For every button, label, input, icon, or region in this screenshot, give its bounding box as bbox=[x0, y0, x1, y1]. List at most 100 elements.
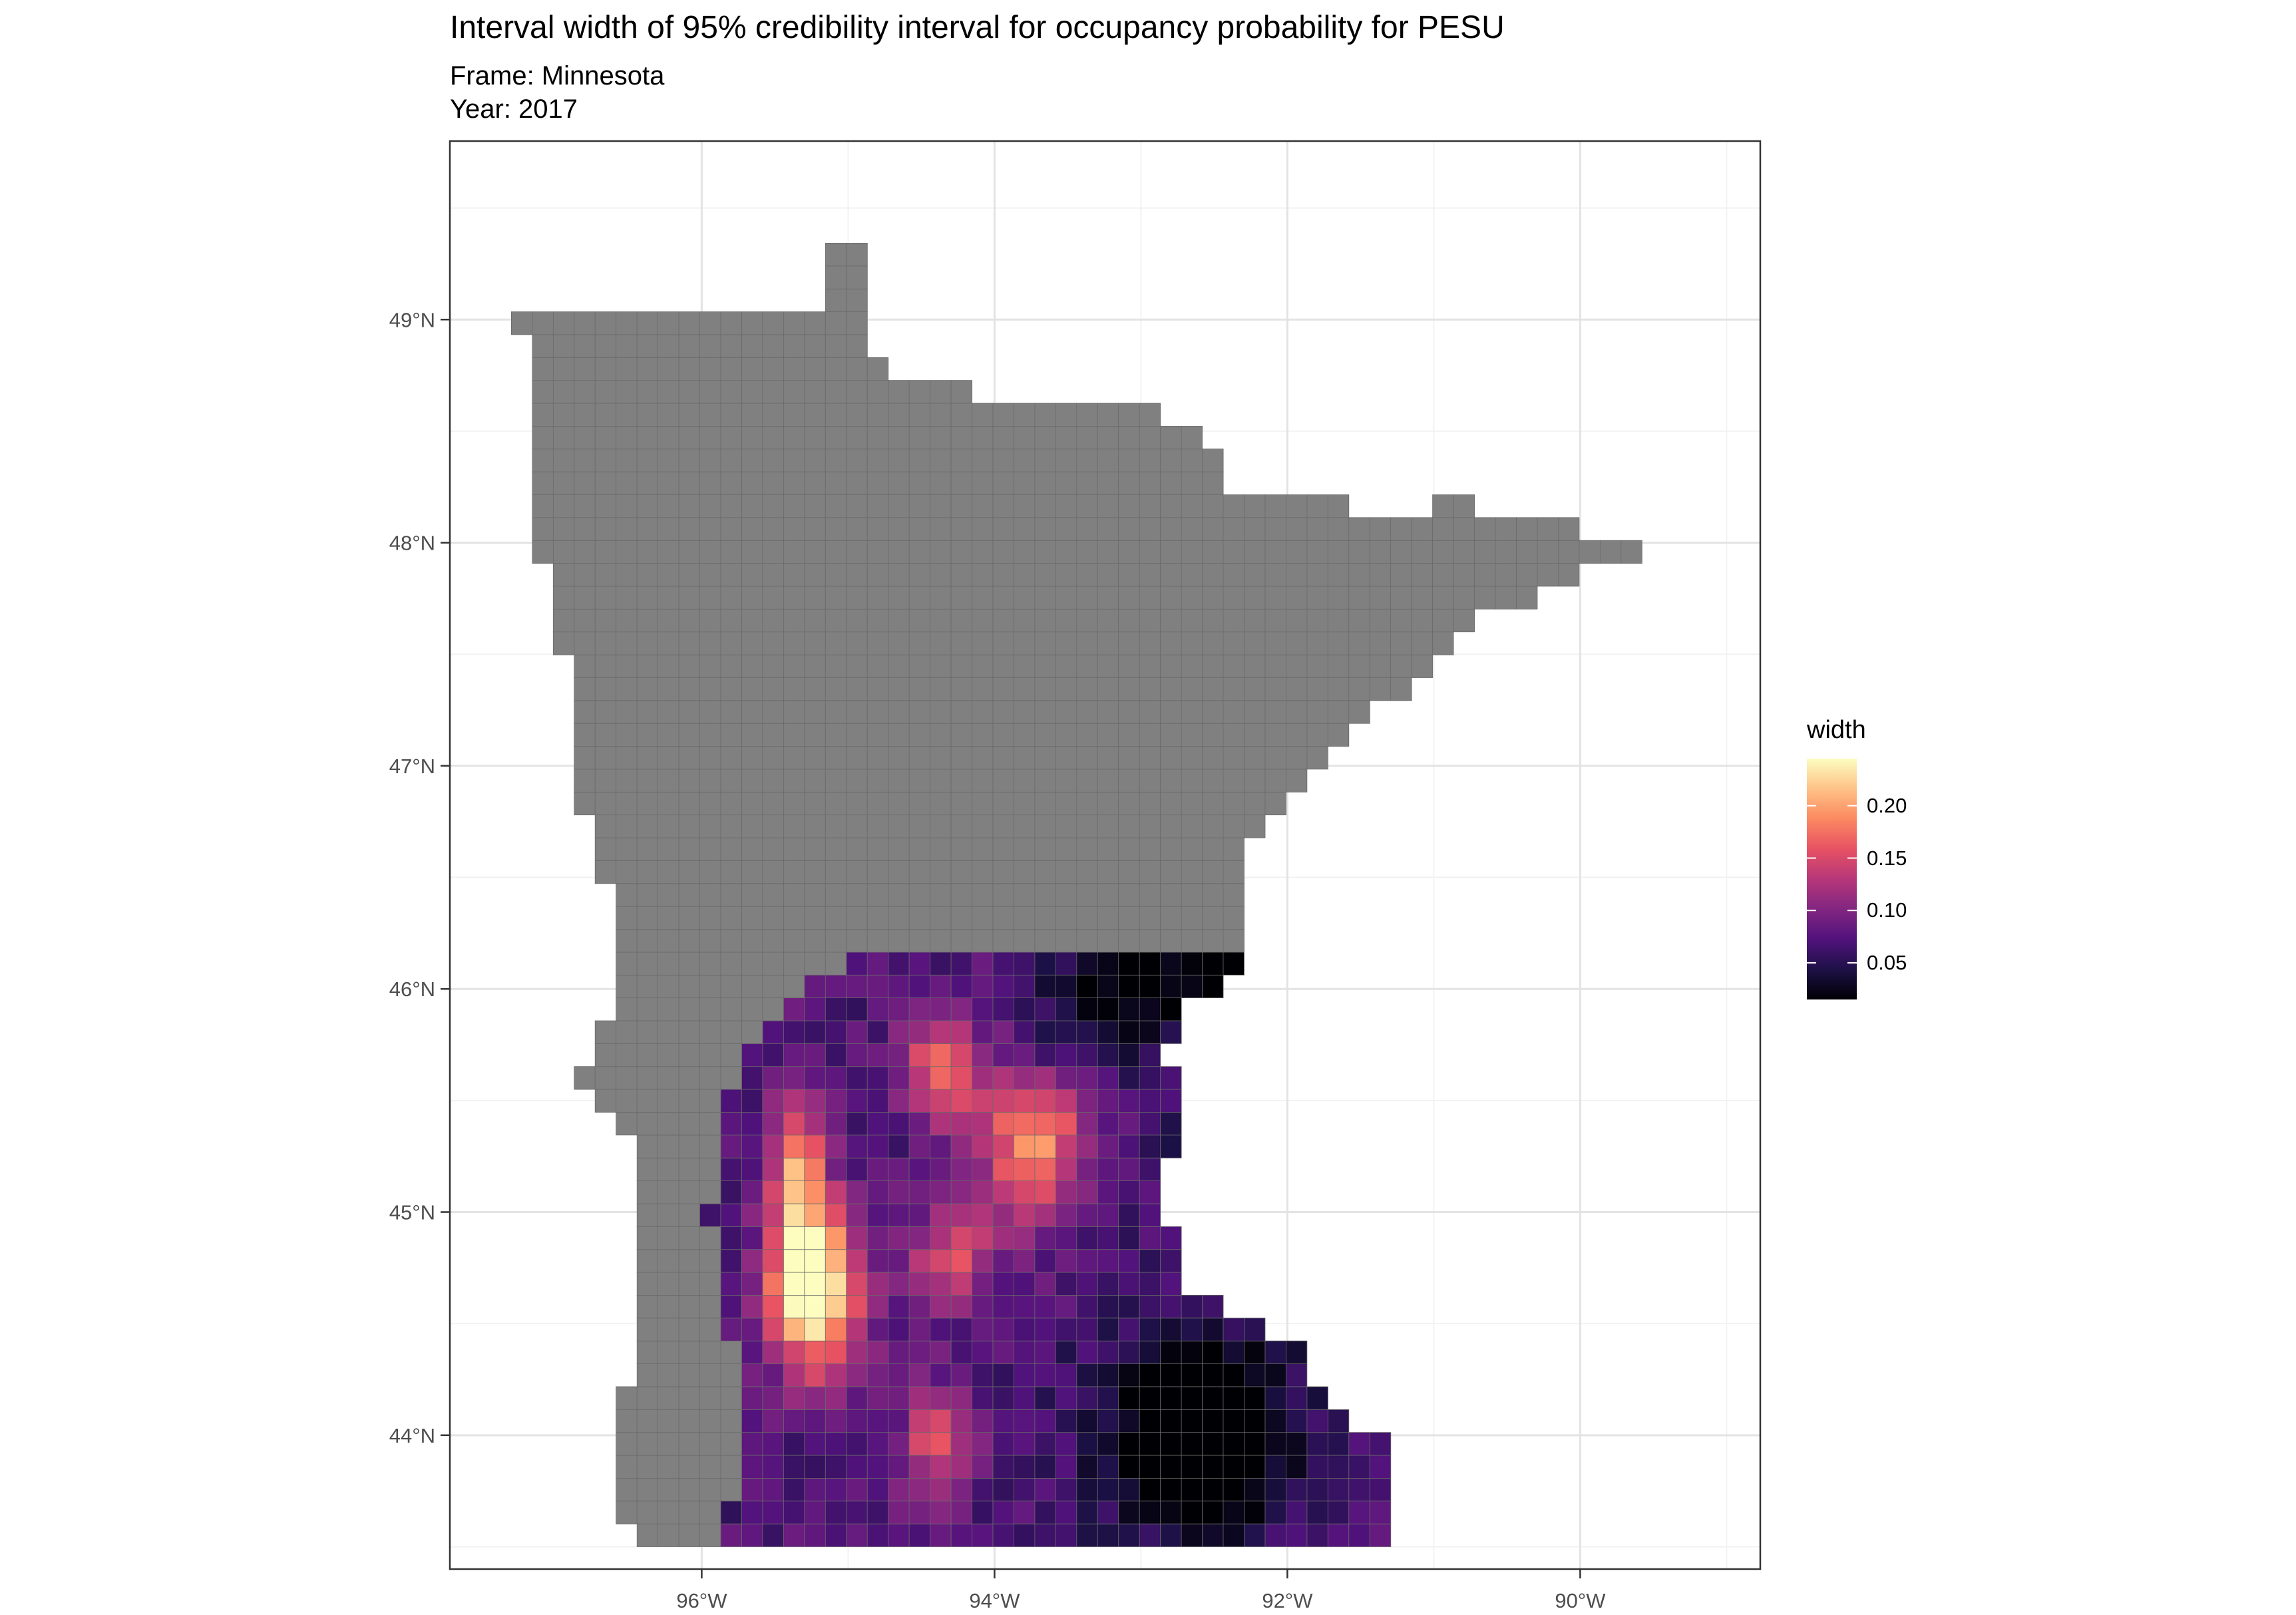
map-cell bbox=[908, 860, 930, 884]
map-cell bbox=[1286, 540, 1308, 564]
map-cell bbox=[866, 929, 889, 953]
map-cell bbox=[741, 1135, 763, 1159]
map-cell bbox=[846, 631, 868, 655]
map-cell bbox=[846, 1295, 868, 1319]
map-cell bbox=[972, 494, 994, 518]
map-cell bbox=[658, 517, 679, 541]
map-cell bbox=[972, 517, 994, 541]
map-cell bbox=[1055, 471, 1077, 495]
map-cell bbox=[1244, 1318, 1266, 1342]
map-cell bbox=[699, 654, 721, 678]
map-cell bbox=[992, 746, 1014, 770]
map-cell bbox=[930, 1043, 952, 1067]
map-cell bbox=[783, 449, 805, 472]
map-cell bbox=[1055, 952, 1077, 976]
x-axis-tick-label: 96°W bbox=[676, 1589, 727, 1612]
map-cell bbox=[1223, 860, 1244, 884]
map-cell bbox=[574, 494, 596, 518]
map-cell bbox=[678, 1523, 700, 1547]
map-cell bbox=[950, 700, 972, 724]
map-cell bbox=[1076, 608, 1098, 633]
map-cell bbox=[678, 791, 700, 816]
map-cell bbox=[574, 791, 596, 816]
map-cell bbox=[972, 654, 994, 678]
map-cell bbox=[1327, 1523, 1350, 1547]
map-cell bbox=[804, 929, 826, 953]
map-cell bbox=[678, 860, 700, 884]
map-cell bbox=[1055, 494, 1077, 518]
map-cell bbox=[1411, 563, 1434, 587]
map-cell bbox=[1306, 1523, 1328, 1547]
map-cell bbox=[699, 1066, 721, 1090]
map-cell bbox=[1034, 860, 1056, 884]
map-cell bbox=[1348, 586, 1370, 610]
map-cell bbox=[804, 1249, 826, 1273]
map-cell bbox=[762, 586, 784, 610]
map-cell bbox=[866, 1272, 889, 1296]
map-cell bbox=[616, 586, 638, 610]
map-cell bbox=[1160, 586, 1182, 610]
map-cell bbox=[1390, 631, 1412, 655]
map-cell bbox=[1118, 540, 1140, 564]
map-cell bbox=[1453, 540, 1475, 564]
map-cell bbox=[1055, 517, 1077, 541]
map-cell bbox=[720, 1112, 742, 1136]
map-cell bbox=[908, 1455, 930, 1479]
map-cell bbox=[678, 471, 700, 495]
map-cell bbox=[1097, 1340, 1119, 1364]
map-cell bbox=[825, 700, 847, 724]
map-cell bbox=[992, 1066, 1014, 1090]
map-cell bbox=[930, 586, 952, 610]
map-cell bbox=[1327, 608, 1350, 633]
map-cell bbox=[1055, 746, 1077, 770]
map-cell bbox=[825, 1089, 847, 1113]
map-cell bbox=[1076, 1318, 1098, 1342]
map-cell bbox=[1034, 1295, 1056, 1319]
map-cell bbox=[658, 837, 679, 861]
map-cell bbox=[1034, 1089, 1056, 1113]
map-cell bbox=[1076, 929, 1098, 953]
map-cell bbox=[658, 654, 679, 678]
map-cell bbox=[1034, 654, 1056, 678]
map-cell bbox=[1223, 952, 1244, 976]
map-cell bbox=[972, 1043, 994, 1067]
map-cell bbox=[992, 403, 1014, 427]
map-cell bbox=[1348, 1477, 1370, 1502]
map-cell bbox=[783, 1477, 805, 1502]
map-cell bbox=[992, 471, 1014, 495]
map-cell bbox=[783, 586, 805, 610]
map-cell bbox=[616, 997, 638, 1021]
map-cell bbox=[866, 997, 889, 1021]
map-cell bbox=[846, 1112, 868, 1136]
map-cell bbox=[1076, 1112, 1098, 1136]
map-cell bbox=[825, 1318, 847, 1342]
map-cell bbox=[1223, 631, 1244, 655]
map-cell bbox=[846, 654, 868, 678]
map-cell bbox=[1076, 1043, 1098, 1067]
map-cell bbox=[1264, 1432, 1286, 1456]
map-cell bbox=[678, 449, 700, 472]
map-cell bbox=[846, 1432, 868, 1456]
map-cell bbox=[992, 1340, 1014, 1364]
map-cell bbox=[846, 380, 868, 404]
map-cell bbox=[888, 837, 910, 861]
map-cell bbox=[866, 586, 889, 610]
map-cell bbox=[1076, 1295, 1098, 1319]
map-cell bbox=[1097, 1066, 1119, 1090]
map-cell bbox=[1223, 1409, 1244, 1433]
map-cell bbox=[972, 1295, 994, 1319]
map-cell bbox=[1076, 1409, 1098, 1433]
map-cell bbox=[658, 563, 679, 587]
map-cell bbox=[636, 1455, 659, 1479]
map-cell bbox=[908, 791, 930, 816]
map-cell bbox=[1557, 563, 1580, 587]
map-cell bbox=[720, 563, 742, 587]
map-cell bbox=[699, 1180, 721, 1204]
map-cell bbox=[866, 1386, 889, 1410]
map-cell bbox=[804, 1089, 826, 1113]
map-cell bbox=[741, 631, 763, 655]
map-cell bbox=[1495, 517, 1517, 541]
map-cell bbox=[825, 974, 847, 998]
map-cell bbox=[1097, 1409, 1119, 1433]
map-cell bbox=[1369, 608, 1392, 633]
